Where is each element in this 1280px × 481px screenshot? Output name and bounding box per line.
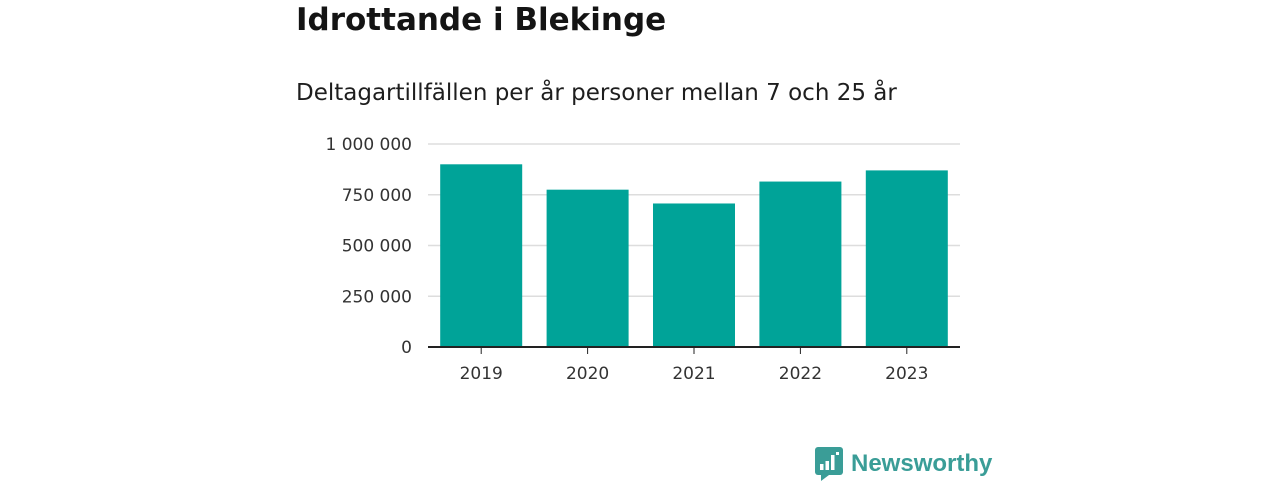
x-tick-label: 2020 <box>566 364 609 384</box>
y-tick-label: 1 000 000 <box>325 135 412 155</box>
bar <box>546 189 629 347</box>
bar <box>865 170 948 347</box>
bar <box>759 181 842 347</box>
y-tick-label: 500 000 <box>342 237 412 257</box>
x-tick-label: 2023 <box>885 364 928 384</box>
bar <box>653 203 735 347</box>
y-tick-label: 0 <box>401 338 412 358</box>
bar <box>440 164 523 347</box>
brand-logo: Newsworthy <box>815 447 992 481</box>
y-tick-label: 250 000 <box>342 287 412 307</box>
newsworthy-chart-logo-icon <box>815 447 843 481</box>
chart-subtitle: Deltagartillfällen per år personer mella… <box>296 80 897 106</box>
x-tick-label: 2021 <box>672 364 715 384</box>
brand-name: Newsworthy <box>851 450 993 477</box>
y-tick-label: 750 000 <box>342 186 412 206</box>
x-tick-label: 2019 <box>460 364 503 384</box>
chart-title: Idrottande i Blekinge <box>296 2 667 38</box>
x-tick-label: 2022 <box>779 364 822 384</box>
